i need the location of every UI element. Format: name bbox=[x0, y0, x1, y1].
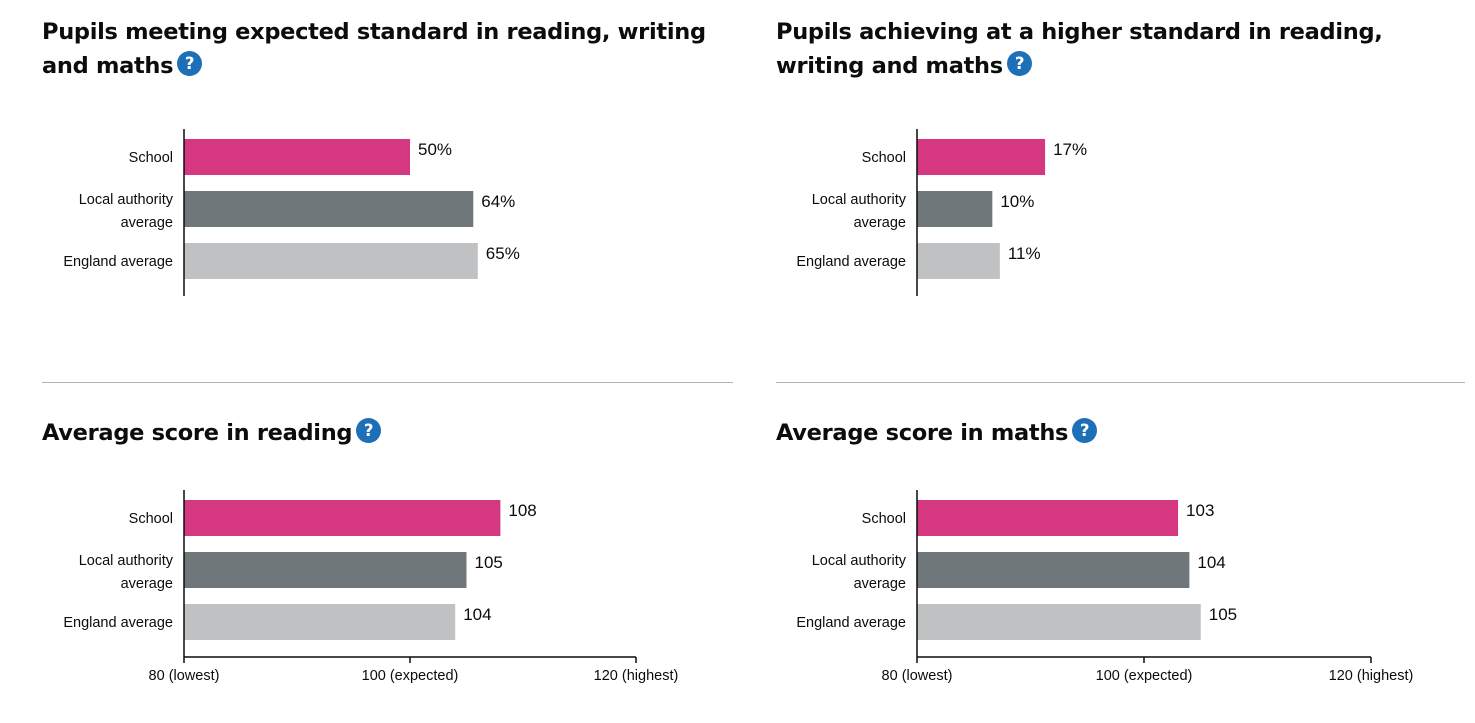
value-label: 65% bbox=[486, 244, 520, 263]
x-tick-label: 120 (highest) bbox=[1329, 668, 1414, 684]
question-circle-icon[interactable]: ? bbox=[356, 418, 382, 443]
chart-expected-standard: 50% School 64% Local authority average 65% Eng… bbox=[63, 129, 520, 296]
category-label: Local authority average bbox=[79, 192, 174, 231]
panel-title: Average score in maths? bbox=[776, 416, 1466, 450]
bar-england bbox=[917, 243, 1000, 279]
panel-title: Pupils meeting expected standard in read… bbox=[42, 15, 732, 83]
category-label: England average bbox=[63, 254, 173, 270]
category-label: England average bbox=[796, 254, 906, 270]
value-label: 108 bbox=[508, 501, 536, 520]
panel-title-text: Average score in reading bbox=[42, 420, 353, 446]
category-label: School bbox=[862, 511, 906, 527]
bar-england bbox=[184, 604, 456, 640]
bar-local-authority bbox=[184, 191, 474, 227]
value-label: 104 bbox=[1197, 553, 1225, 572]
category-label: School bbox=[129, 150, 173, 166]
x-tick-label: 80 (lowest) bbox=[149, 668, 220, 684]
bar-local-authority bbox=[917, 552, 1190, 588]
bar-local-authority bbox=[184, 552, 467, 588]
category-label: England average bbox=[63, 615, 173, 631]
panel-title-text: Pupils achieving at a higher standard in… bbox=[776, 19, 1383, 79]
value-label: 105 bbox=[1209, 605, 1237, 624]
section-divider bbox=[776, 382, 1465, 383]
section-divider bbox=[42, 382, 733, 383]
value-label: 11% bbox=[1008, 244, 1041, 263]
chart-reading-score: 108 School 105 Local authority average 104 Eng… bbox=[63, 490, 679, 684]
value-label: 64% bbox=[481, 192, 515, 211]
category-label: Local authority average bbox=[812, 553, 907, 592]
question-circle-icon[interactable]: ? bbox=[1072, 418, 1098, 443]
value-label: 17% bbox=[1053, 140, 1087, 159]
category-label: School bbox=[862, 150, 906, 166]
bar-school bbox=[917, 139, 1046, 175]
bar-school bbox=[184, 139, 410, 175]
value-label: 103 bbox=[1186, 501, 1214, 520]
chart-higher-standard: 17% School 10% Local authority average 11% Eng… bbox=[796, 129, 1087, 296]
bar-school bbox=[184, 500, 501, 536]
value-label: 10% bbox=[1000, 192, 1034, 211]
x-tick-label: 120 (highest) bbox=[594, 668, 679, 684]
x-tick-label: 100 (expected) bbox=[362, 668, 459, 684]
svg-text:?: ? bbox=[364, 421, 373, 440]
panel-title-text: Pupils meeting expected standard in read… bbox=[42, 19, 706, 79]
category-label: England average bbox=[796, 615, 906, 631]
category-label: School bbox=[129, 511, 173, 527]
value-label: 105 bbox=[475, 553, 503, 572]
bar-school bbox=[917, 500, 1179, 536]
category-label: Local authority average bbox=[812, 192, 907, 231]
question-circle-icon[interactable]: ? bbox=[1006, 51, 1032, 76]
bar-local-authority bbox=[917, 191, 993, 227]
svg-text:?: ? bbox=[1080, 421, 1089, 440]
question-circle-icon[interactable]: ? bbox=[177, 51, 203, 76]
value-label: 104 bbox=[463, 605, 491, 624]
x-tick-label: 80 (lowest) bbox=[882, 668, 953, 684]
panel-title: Pupils achieving at a higher standard in… bbox=[776, 15, 1396, 83]
bar-england bbox=[917, 604, 1201, 640]
svg-text:?: ? bbox=[185, 54, 194, 73]
value-label: 50% bbox=[418, 140, 452, 159]
category-label: Local authority average bbox=[79, 553, 174, 592]
x-tick-label: 100 (expected) bbox=[1096, 668, 1193, 684]
panel-title-text: Average score in maths bbox=[776, 420, 1069, 446]
svg-text:?: ? bbox=[1015, 54, 1024, 73]
bar-england bbox=[184, 243, 478, 279]
panel-title: Average score in reading? bbox=[42, 416, 732, 450]
